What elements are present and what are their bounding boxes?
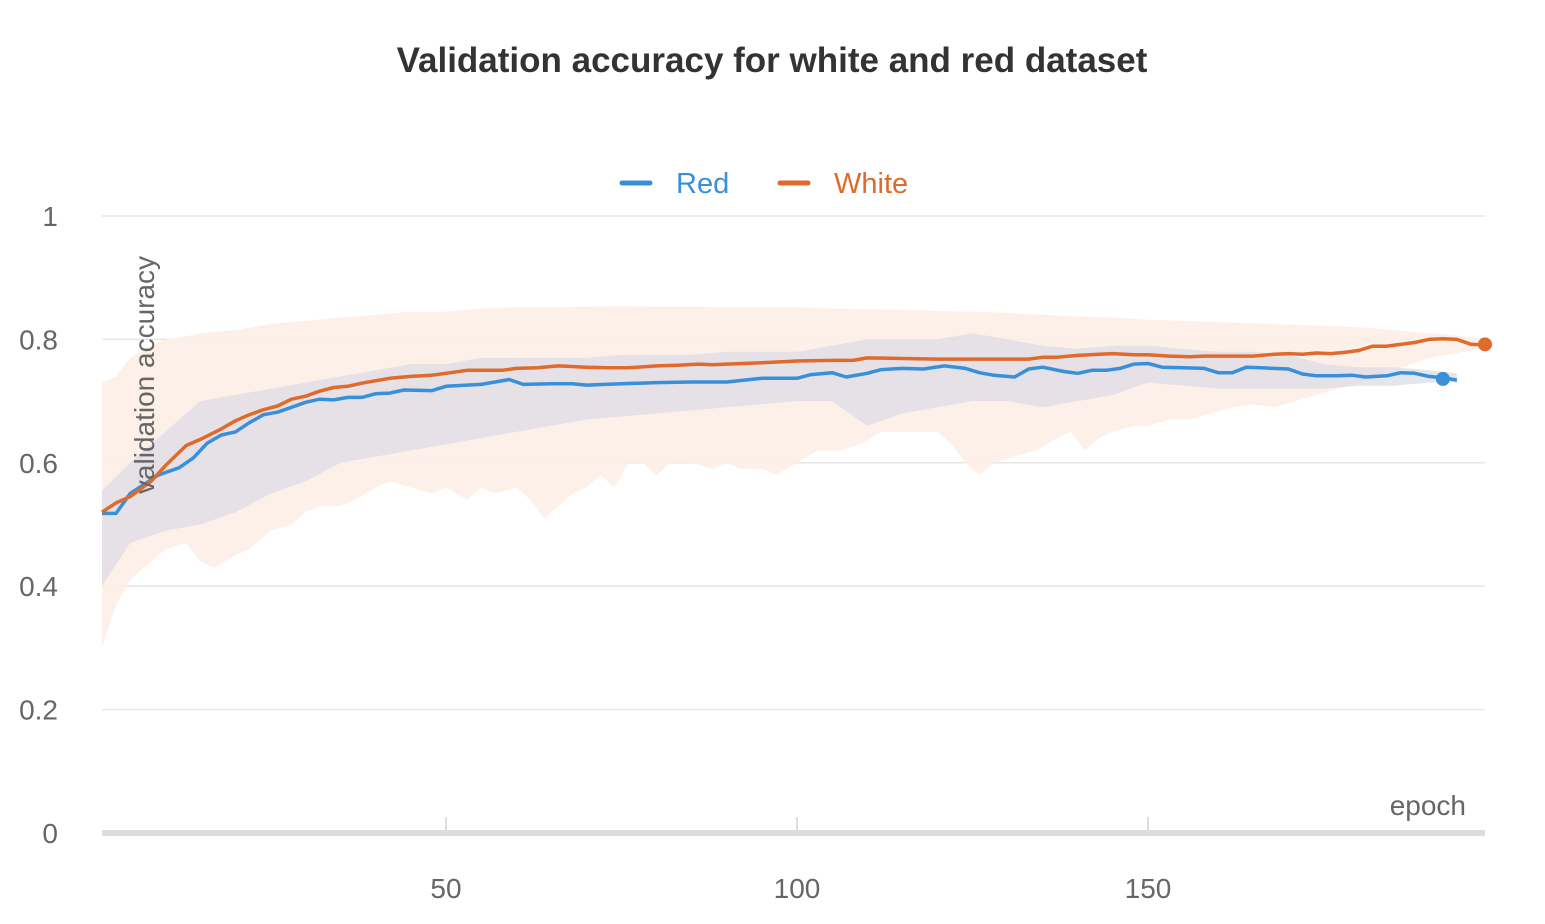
- end-point-white: [1478, 337, 1492, 352]
- x-tick-label: 150: [1125, 873, 1172, 904]
- series-lines: [101, 337, 1492, 516]
- x-tick-label: 100: [774, 873, 821, 904]
- chart-title: Validation accuracy for white and red da…: [397, 41, 1148, 80]
- y-tick-label: 0.6: [19, 448, 58, 479]
- y-axis-label: validation accuracy: [129, 256, 160, 494]
- y-tick-label: 0: [42, 818, 58, 849]
- x-axis: 50 100 150: [102, 817, 1485, 904]
- line-white: [101, 337, 1487, 514]
- legend: Red White: [619, 168, 908, 200]
- legend-item-white[interactable]: White: [777, 168, 908, 200]
- y-tick-label: 0.4: [19, 571, 58, 602]
- y-tick-label: 0.8: [19, 324, 58, 355]
- x-axis-label: epoch: [1390, 790, 1466, 821]
- legend-label: Red: [676, 168, 729, 200]
- band-red: [102, 333, 1457, 587]
- y-axis-ticks: 0 0.2 0.4 0.6 0.8 1: [19, 201, 58, 849]
- y-tick-label: 1: [42, 201, 58, 232]
- line-red: [102, 361, 1458, 516]
- x-tick-label: 50: [430, 873, 461, 904]
- legend-label: White: [834, 168, 908, 200]
- y-tick-label: 0.2: [19, 695, 58, 726]
- legend-item-red[interactable]: Red: [619, 168, 729, 200]
- end-point-red: [1435, 371, 1450, 386]
- confidence-bands: [102, 306, 1485, 648]
